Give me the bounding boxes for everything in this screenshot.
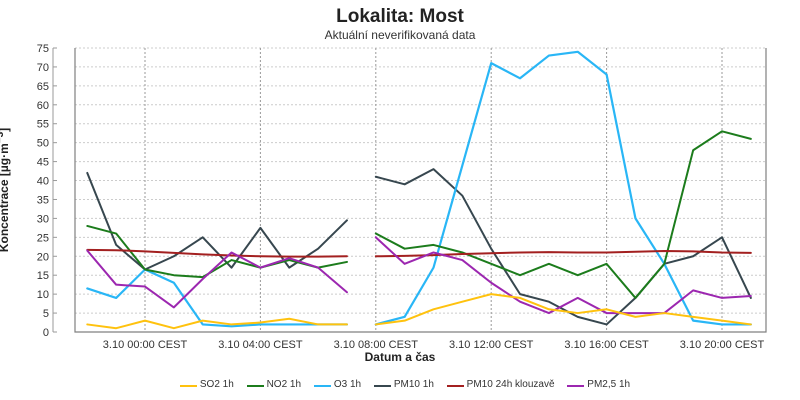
svg-text:30: 30 — [37, 213, 49, 225]
svg-text:15: 15 — [37, 270, 49, 282]
svg-text:0: 0 — [43, 327, 49, 339]
svg-text:45: 45 — [37, 157, 49, 169]
svg-text:10: 10 — [37, 289, 49, 301]
svg-text:65: 65 — [37, 81, 49, 93]
svg-text:60: 60 — [37, 100, 49, 112]
svg-text:5: 5 — [43, 308, 49, 320]
svg-text:25: 25 — [37, 232, 49, 244]
svg-text:20: 20 — [37, 251, 49, 263]
svg-text:40: 40 — [37, 176, 49, 188]
svg-text:55: 55 — [37, 119, 49, 131]
svg-text:75: 75 — [37, 43, 49, 55]
svg-text:50: 50 — [37, 138, 49, 150]
svg-text:70: 70 — [37, 62, 49, 74]
svg-text:35: 35 — [37, 194, 49, 206]
